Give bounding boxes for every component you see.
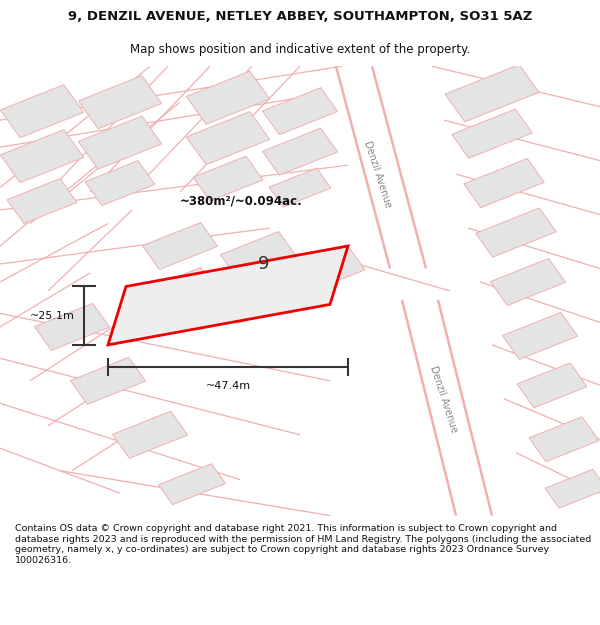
Polygon shape: [85, 161, 155, 206]
Polygon shape: [187, 112, 269, 165]
Text: Contains OS data © Crown copyright and database right 2021. This information is : Contains OS data © Crown copyright and d…: [15, 524, 591, 564]
Polygon shape: [79, 116, 161, 169]
Polygon shape: [220, 276, 296, 323]
Polygon shape: [502, 312, 578, 359]
Polygon shape: [7, 179, 77, 224]
Polygon shape: [108, 246, 348, 345]
Polygon shape: [452, 109, 532, 158]
Text: ~47.4m: ~47.4m: [205, 381, 251, 391]
Polygon shape: [262, 128, 338, 175]
Polygon shape: [158, 464, 226, 504]
Polygon shape: [490, 259, 566, 306]
Polygon shape: [1, 129, 83, 182]
Text: 9: 9: [258, 255, 270, 273]
Polygon shape: [187, 71, 269, 124]
Polygon shape: [142, 268, 218, 314]
Polygon shape: [269, 168, 331, 207]
Polygon shape: [445, 64, 539, 122]
Polygon shape: [34, 303, 110, 351]
Polygon shape: [464, 159, 544, 208]
Polygon shape: [262, 88, 338, 135]
Polygon shape: [79, 76, 161, 129]
Polygon shape: [112, 411, 188, 458]
Polygon shape: [545, 469, 600, 508]
Text: Map shows position and indicative extent of the property.: Map shows position and indicative extent…: [130, 43, 470, 56]
Polygon shape: [295, 246, 365, 291]
Text: ~380m²/~0.094ac.: ~380m²/~0.094ac.: [180, 194, 303, 208]
Text: 9, DENZIL AVENUE, NETLEY ABBEY, SOUTHAMPTON, SO31 5AZ: 9, DENZIL AVENUE, NETLEY ABBEY, SOUTHAMP…: [68, 10, 532, 23]
Polygon shape: [193, 156, 263, 201]
Polygon shape: [1, 84, 83, 138]
Polygon shape: [220, 231, 296, 279]
Polygon shape: [529, 417, 599, 462]
Text: ~25.1m: ~25.1m: [30, 311, 75, 321]
Polygon shape: [476, 208, 556, 257]
Text: Denzil Avenue: Denzil Avenue: [362, 139, 394, 209]
Polygon shape: [142, 222, 218, 269]
Polygon shape: [517, 363, 587, 408]
Text: Denzil Avenue: Denzil Avenue: [428, 364, 460, 434]
Polygon shape: [70, 357, 146, 404]
